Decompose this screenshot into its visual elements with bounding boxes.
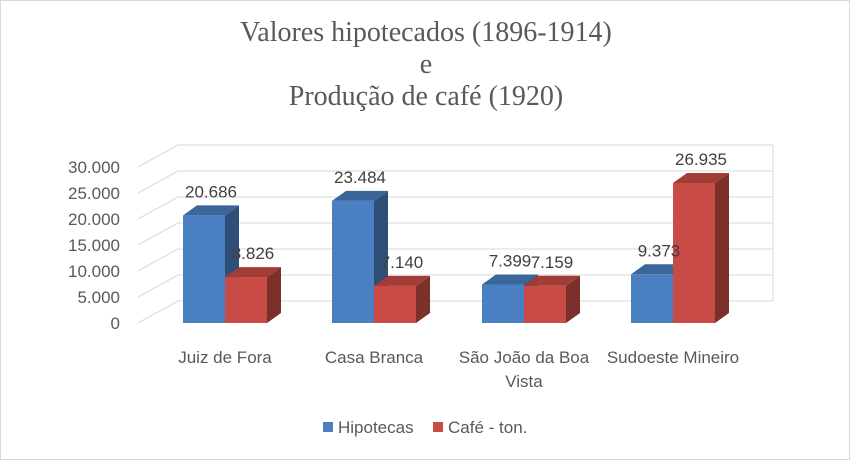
y-tick-label: 15.000 bbox=[68, 236, 120, 255]
bar-cafe-top bbox=[673, 172, 729, 183]
chart-title-line-3: Produção de café (1920) bbox=[289, 81, 563, 112]
bar-cafe-front bbox=[673, 182, 715, 323]
y-tick-label: 5.000 bbox=[77, 288, 120, 307]
x-category-label: Vista bbox=[505, 372, 543, 391]
data-label: 7.140 bbox=[381, 253, 424, 272]
legend-label: Café - ton. bbox=[448, 418, 527, 437]
data-label: 20.686 bbox=[185, 182, 237, 201]
legend-swatch bbox=[433, 422, 443, 432]
legend-label: Hipotecas bbox=[338, 418, 414, 437]
legend-swatch bbox=[323, 422, 333, 432]
bar-hipotecas-front bbox=[631, 274, 673, 323]
data-label: 7.159 bbox=[531, 253, 574, 272]
gridline-5 bbox=[137, 170, 773, 194]
y-tick-label: 25.000 bbox=[68, 184, 120, 203]
x-category-label: São João da Boa bbox=[459, 348, 590, 367]
bar-hipotecas-front bbox=[183, 215, 225, 323]
bar-hipotecas-top bbox=[183, 205, 239, 216]
bar-cafe-side bbox=[566, 275, 580, 323]
y-tick-label: 30.000 bbox=[68, 158, 120, 177]
bar-cafe-front bbox=[374, 285, 416, 323]
bar-cafe-side bbox=[416, 275, 430, 323]
bar-hipotecas-front bbox=[332, 200, 374, 323]
bar-cafe-side bbox=[267, 267, 281, 323]
chart-title-line-1: Valores hipotecados (1896-1914) bbox=[240, 17, 612, 48]
y-tick-label: 20.000 bbox=[68, 210, 120, 229]
x-category-label: Juiz de Fora bbox=[178, 348, 272, 367]
gridline-3 bbox=[137, 222, 773, 246]
data-label: 9.373 bbox=[638, 241, 681, 260]
data-label: 7.399 bbox=[489, 252, 532, 271]
gridline-6 bbox=[137, 144, 773, 168]
gridline-4 bbox=[137, 196, 773, 220]
chart-title-line-2: e bbox=[420, 49, 432, 80]
x-category-label: Casa Branca bbox=[325, 348, 424, 367]
bar-cafe-front bbox=[524, 285, 566, 323]
data-label: 26.935 bbox=[675, 150, 727, 169]
bar-cafe-top bbox=[374, 275, 430, 286]
bar-cafe-top bbox=[524, 275, 580, 286]
y-tick-label: 10.000 bbox=[68, 262, 120, 281]
bar-hipotecas-top bbox=[482, 274, 538, 285]
bar-cafe-top bbox=[225, 267, 281, 278]
gridline-2 bbox=[137, 248, 773, 272]
bar-hipotecas-top bbox=[332, 190, 388, 201]
bar-hipotecas-front bbox=[482, 284, 524, 323]
data-label: 23.484 bbox=[334, 168, 386, 187]
y-tick-label: 0 bbox=[111, 314, 120, 333]
data-label: 8.826 bbox=[232, 244, 275, 263]
bar-cafe-side bbox=[715, 172, 729, 323]
x-category-label: Sudoeste Mineiro bbox=[607, 348, 739, 367]
bar-cafe-front bbox=[225, 277, 267, 323]
gridline-1 bbox=[137, 274, 773, 298]
